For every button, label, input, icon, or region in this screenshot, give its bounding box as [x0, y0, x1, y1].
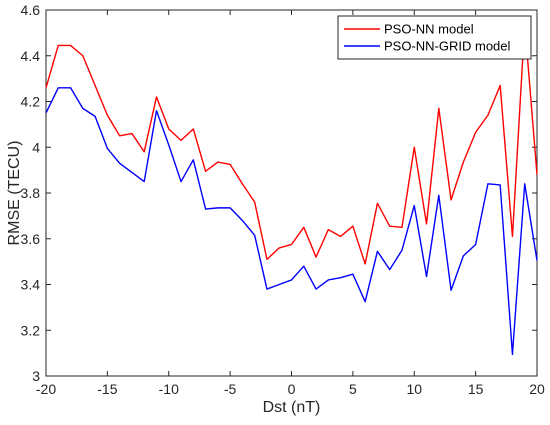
y-tick-label: 4.4: [21, 48, 41, 64]
x-tick-label: 10: [406, 381, 422, 397]
x-tick-label: -20: [36, 381, 56, 397]
series-line-pso-nn-grid: [45, 87, 538, 355]
legend: PSO-NN model PSO-NN-GRID model: [337, 15, 532, 60]
x-tick-label: -15: [97, 381, 117, 397]
y-tick-label: 3: [32, 368, 40, 384]
x-tick-label: 15: [468, 381, 484, 397]
x-tick-label: 20: [529, 381, 545, 397]
plot-area: [45, 9, 538, 377]
axis-ticks: -20 -15 -10 -5 0 5 10 15 20 3 3.2 3.4 3.6 3.8 4 4.2 4.4 4…: [21, 2, 545, 397]
legend-box: [337, 15, 532, 60]
series-line-pso-nn: [45, 23, 538, 265]
y-axis-title: RMSE (TECU): [6, 141, 23, 246]
x-tick-label: -5: [224, 381, 237, 397]
y-tick-label: 4.2: [21, 94, 41, 110]
series-lines: [45, 23, 538, 355]
legend-label-pso-nn-grid: PSO-NN-GRID model: [384, 39, 511, 54]
legend-label-pso-nn: PSO-NN model: [384, 22, 474, 37]
y-tick-label: 3.2: [21, 322, 41, 338]
y-tick-label: 4: [32, 139, 40, 155]
y-tick-label: 3.8: [21, 185, 41, 201]
x-tick-label: -10: [159, 381, 179, 397]
y-tick-label: 4.6: [21, 2, 41, 18]
x-axis-title: Dst (nT): [263, 399, 321, 416]
y-tick-label: 3.6: [21, 231, 41, 247]
x-tick-label: 5: [349, 381, 357, 397]
y-tick-label: 3.4: [21, 277, 41, 293]
x-tick-label: 0: [288, 381, 296, 397]
